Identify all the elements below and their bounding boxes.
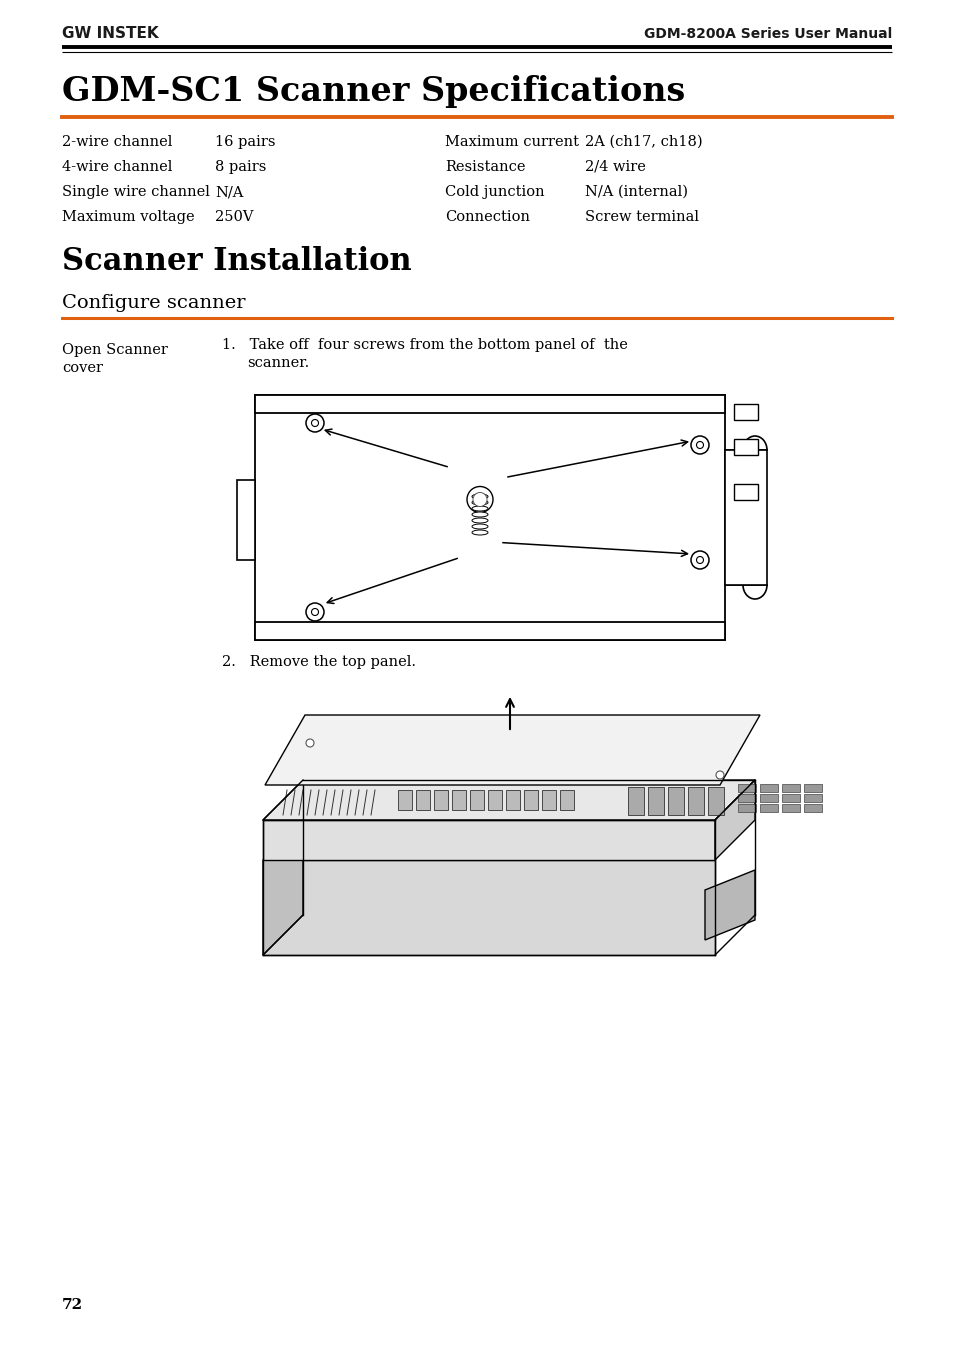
Bar: [523, 790, 537, 810]
Text: Connection: Connection: [444, 211, 530, 224]
Text: 8 pairs: 8 pairs: [214, 161, 266, 174]
Bar: [470, 790, 483, 810]
Circle shape: [716, 771, 723, 779]
Ellipse shape: [472, 512, 488, 517]
Text: N/A (internal): N/A (internal): [584, 185, 687, 198]
Ellipse shape: [472, 500, 488, 505]
Text: GW INSTEK: GW INSTEK: [62, 27, 158, 42]
Bar: [803, 784, 821, 792]
Text: Maximum current: Maximum current: [444, 135, 578, 148]
Ellipse shape: [472, 518, 488, 522]
Circle shape: [312, 609, 318, 616]
Bar: [541, 790, 556, 810]
Text: Scanner Installation: Scanner Installation: [62, 247, 412, 278]
Bar: [254, 396, 724, 413]
Ellipse shape: [472, 506, 488, 512]
Polygon shape: [263, 819, 714, 860]
Bar: [733, 404, 758, 420]
Bar: [254, 622, 724, 640]
Bar: [738, 805, 755, 811]
Bar: [667, 787, 683, 815]
Text: cover: cover: [62, 360, 103, 375]
Circle shape: [312, 420, 318, 427]
Ellipse shape: [472, 494, 488, 499]
Bar: [781, 805, 800, 811]
Circle shape: [696, 441, 702, 448]
Text: 2/4 wire: 2/4 wire: [584, 161, 645, 174]
Bar: [781, 794, 800, 802]
Circle shape: [690, 551, 708, 568]
Bar: [559, 790, 574, 810]
Bar: [647, 787, 663, 815]
Circle shape: [690, 436, 708, 454]
Ellipse shape: [472, 531, 488, 535]
Text: 4-wire channel: 4-wire channel: [62, 161, 172, 174]
Text: scanner.: scanner.: [247, 356, 309, 370]
Text: GDM-8200A Series User Manual: GDM-8200A Series User Manual: [643, 27, 891, 40]
Text: Screw terminal: Screw terminal: [584, 211, 699, 224]
Text: 250V: 250V: [214, 211, 253, 224]
Circle shape: [306, 414, 324, 432]
Bar: [416, 790, 430, 810]
Bar: [434, 790, 448, 810]
Bar: [803, 794, 821, 802]
Circle shape: [467, 486, 493, 513]
Circle shape: [306, 603, 324, 621]
Text: Maximum voltage: Maximum voltage: [62, 211, 194, 224]
Bar: [707, 787, 723, 815]
Circle shape: [306, 738, 314, 747]
Bar: [627, 787, 643, 815]
Circle shape: [473, 493, 486, 506]
Bar: [452, 790, 465, 810]
Polygon shape: [263, 780, 754, 819]
Text: Resistance: Resistance: [444, 161, 525, 174]
Text: 72: 72: [62, 1297, 83, 1312]
Polygon shape: [263, 819, 303, 954]
Bar: [781, 784, 800, 792]
Bar: [724, 450, 766, 585]
Text: 2A (ch17, ch18): 2A (ch17, ch18): [584, 135, 702, 148]
Text: 2.   Remove the top panel.: 2. Remove the top panel.: [222, 655, 416, 670]
Bar: [760, 784, 778, 792]
Text: 1.   Take off  four screws from the bottom panel of  the: 1. Take off four screws from the bottom …: [222, 338, 627, 352]
Bar: [236, 481, 254, 560]
Text: GDM-SC1 Scanner Specifications: GDM-SC1 Scanner Specifications: [62, 76, 684, 108]
Text: Cold junction: Cold junction: [444, 185, 544, 198]
Bar: [505, 790, 519, 810]
Bar: [488, 790, 501, 810]
Bar: [254, 396, 724, 640]
Polygon shape: [263, 860, 714, 954]
Text: Single wire channel: Single wire channel: [62, 185, 210, 198]
Ellipse shape: [472, 524, 488, 529]
Bar: [738, 794, 755, 802]
Text: Open Scanner: Open Scanner: [62, 343, 168, 356]
Bar: [687, 787, 703, 815]
Bar: [738, 784, 755, 792]
Text: N/A: N/A: [214, 185, 243, 198]
Bar: [397, 790, 412, 810]
Bar: [760, 805, 778, 811]
Bar: [803, 805, 821, 811]
Bar: [733, 485, 758, 500]
Polygon shape: [265, 716, 760, 784]
Text: Configure scanner: Configure scanner: [62, 294, 245, 312]
Polygon shape: [714, 780, 754, 860]
Bar: [733, 439, 758, 455]
Circle shape: [696, 556, 702, 563]
Text: 16 pairs: 16 pairs: [214, 135, 275, 148]
Text: 2-wire channel: 2-wire channel: [62, 135, 172, 148]
Bar: [760, 794, 778, 802]
Polygon shape: [704, 869, 754, 940]
